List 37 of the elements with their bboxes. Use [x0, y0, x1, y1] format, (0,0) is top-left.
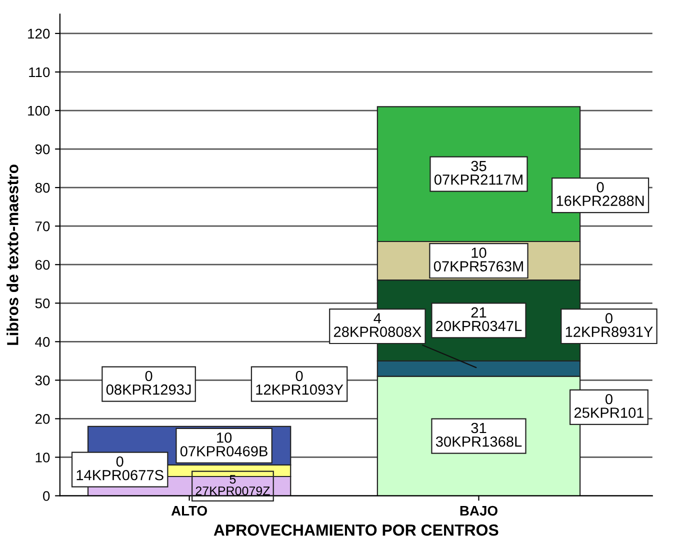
data-label: 4 [374, 313, 382, 324]
annotation: 0 12KPR1093Y [256, 370, 344, 395]
y-tick-label: 30 [35, 376, 50, 386]
data-label: 21 [471, 307, 486, 318]
x-tick-label: BAJO [460, 506, 498, 516]
y-tick-label: 0 [43, 491, 50, 501]
annotation: 0 08KPR1293J [106, 370, 191, 395]
y-tick-label: 20 [35, 414, 50, 424]
y-tick-label: 90 [35, 144, 50, 154]
y-tick-label: 40 [35, 337, 50, 347]
data-label: 10 [217, 432, 232, 443]
data-label: 10 [472, 248, 486, 258]
y-tick-label: 70 [35, 221, 50, 232]
y-tick-label: 120 [28, 28, 50, 39]
series-label: 30KPR1368L [436, 436, 522, 447]
annotation: 0 12KPR8931Y [566, 313, 653, 337]
series-label: 28KPR0808X [334, 326, 422, 337]
series-label: 07KPR2117M [434, 174, 522, 185]
x-tick-label: ALTO [171, 506, 207, 516]
series-label: 07KPR0469B [180, 446, 268, 456]
x-axis-title: APROVECHAMIENTO POR CENTROS [214, 524, 498, 536]
data-label: 5 [230, 474, 236, 484]
y-tick-label: 110 [29, 67, 50, 78]
data-label: 31 [471, 422, 486, 434]
series-label: 20KPR0347L [436, 320, 522, 332]
y-tick-label: 10 [36, 452, 50, 462]
annotation: 0 14KPR0677S [76, 456, 164, 480]
annotation: 0 16KPR2288N [556, 182, 644, 206]
y-tick-label: 50 [35, 298, 50, 308]
y-tick-label: 60 [35, 260, 50, 270]
series-label: 07KPR5763M [434, 261, 523, 272]
annotation: 0 25KPR101 [574, 394, 644, 418]
series-label: 27KPR0079Z [196, 486, 270, 496]
data-label: 35 [471, 160, 486, 172]
y-tick-label: 80 [35, 182, 50, 193]
y-axis-title: Libros de texto-maestro [6, 164, 18, 345]
y-tick-label: 100 [28, 106, 50, 116]
